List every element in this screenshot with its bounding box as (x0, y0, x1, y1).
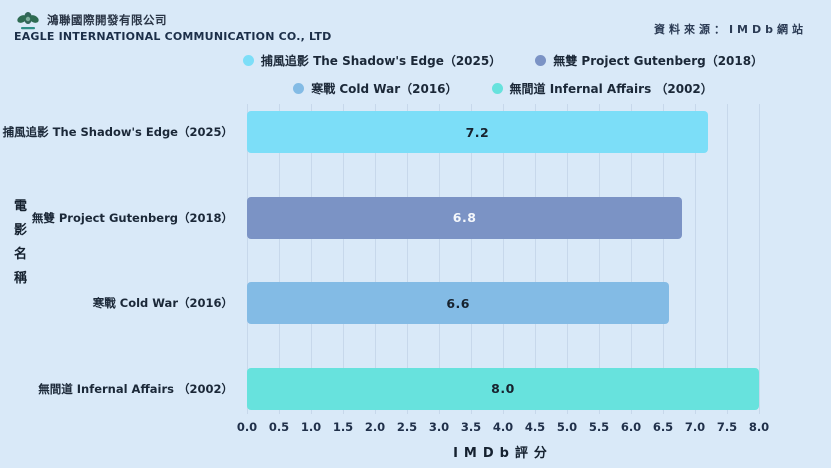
gridline (727, 104, 728, 414)
bar-2: 6.6 (247, 282, 670, 325)
x-tick-label: 7.0 (684, 420, 706, 434)
x-tick-label: 6.5 (652, 420, 674, 434)
x-tick-label: 2.0 (364, 420, 386, 434)
gridline (279, 104, 280, 414)
x-tick-label: 4.5 (524, 420, 546, 434)
legend-label: 捕風追影 The Shadow's Edge（2025） (260, 54, 502, 68)
category-labels: 捕風追影 The Shadow's Edge（2025） 無雙 Project G… (3, 104, 240, 414)
bar-value-label: 7.2 (465, 124, 490, 140)
bar-value-label: 8.0 (491, 381, 515, 397)
legend-item: 寒戰 Cold War（2016） (293, 80, 458, 97)
company-name-en: EAGLE INTERNATIONAL COMMUNICATION CO., L… (14, 30, 332, 43)
x-tick-label: 3.5 (460, 420, 482, 434)
y-axis-title: 電影名稱 (13, 199, 27, 286)
legend-dot-icon (293, 83, 305, 94)
gridline (535, 104, 536, 414)
gridline (567, 104, 568, 414)
gridline (631, 104, 632, 414)
x-tick-labels: 0.0 0.5 1.0 1.5 2.0 2.5 3.0 3.5 4.0 4.5 5.0 5.5 6.0 6… (237, 420, 793, 436)
x-tick-label: 1.5 (332, 420, 354, 434)
legend-label: 無間道 Infernal Affairs （2002） (509, 82, 713, 96)
x-tick-label: 7.5 (716, 420, 738, 434)
plot-area: 7.2 6.8 6.6 8.0 (247, 104, 793, 414)
x-tick-label: 5.0 (556, 420, 578, 434)
x-tick-label: 8.0 (748, 420, 770, 434)
x-tick-label: 6.0 (620, 420, 642, 434)
gridline (311, 104, 312, 414)
bar-value-label: 6.8 (452, 210, 477, 226)
category-label: 捕風追影 The Shadow's Edge（2025） (2, 125, 233, 139)
legend-item: 捕風追影 The Shadow's Edge（2025） (242, 52, 502, 69)
legend-item: 無間道 Infernal Affairs （2002） (491, 80, 713, 97)
x-tick-label: 5.5 (588, 420, 610, 434)
x-tick-label: 3.0 (428, 420, 450, 434)
bar-0: 7.2 (247, 111, 708, 153)
legend-dot-icon (242, 55, 254, 66)
x-tick-label: 2.5 (396, 420, 418, 434)
category-label: 無間道 Infernal Affairs （2002） (38, 381, 233, 396)
category-label: 無雙 Project Gutenberg（2018） (31, 210, 233, 225)
legend-label: 寒戰 Cold War（2016） (311, 82, 458, 96)
legend-dot-icon (491, 83, 503, 94)
gridline (375, 104, 376, 414)
x-tick-label: 0.0 (236, 420, 258, 434)
gridline (439, 104, 440, 414)
gridline (599, 104, 600, 414)
bar-3: 8.0 (247, 367, 759, 410)
gridline (343, 104, 344, 414)
bar-1: 6.8 (247, 196, 683, 239)
company-name-zh: 鴻聯國際開發有限公司 (47, 13, 167, 27)
category-label: 寒戰 Cold War（2016） (92, 296, 233, 311)
gridline (503, 104, 504, 414)
gridline (695, 104, 696, 414)
chart-legend: 捕風追影 The Shadow's Edge（2025） 無雙 Project G… (242, 52, 763, 97)
bar-value-label: 6.6 (446, 295, 471, 311)
data-source-label: 資料來源：IMDb網站 (653, 23, 807, 36)
gridline (407, 104, 408, 414)
gridline (759, 104, 760, 414)
x-tick-label: 4.0 (492, 420, 514, 434)
gridline (663, 104, 664, 414)
gridline (247, 104, 248, 414)
eagle-company-logo-icon (17, 12, 39, 30)
legend-row: 捕風追影 The Shadow's Edge（2025） 無雙 Project G… (242, 52, 763, 69)
legend-dot-icon (535, 55, 547, 66)
x-tick-label: 1.0 (300, 420, 322, 434)
legend-row: 寒戰 Cold War（2016） 無間道 Infernal Affairs （2… (293, 80, 713, 97)
legend-item: 無雙 Project Gutenberg（2018） (535, 52, 763, 69)
gridline (471, 104, 472, 414)
x-axis-title: IMDb評分 (453, 446, 553, 461)
legend-label: 無雙 Project Gutenberg（2018） (553, 54, 764, 68)
x-tick-label: 0.5 (268, 420, 290, 434)
